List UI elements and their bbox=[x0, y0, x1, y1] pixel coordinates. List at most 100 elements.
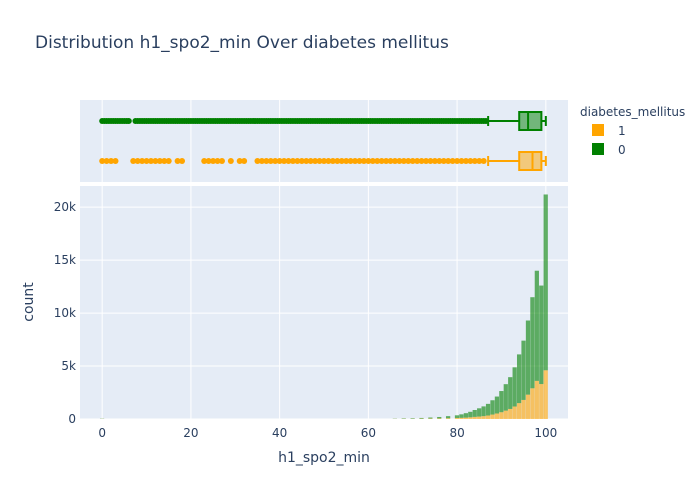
legend-item-series-1[interactable]: 1 bbox=[592, 124, 626, 138]
histogram-bar-series-1 bbox=[485, 415, 491, 419]
histogram-bar-series-1 bbox=[539, 384, 544, 419]
histogram-bar-series-1 bbox=[481, 416, 486, 419]
box-outlier-point-series-1 bbox=[329, 158, 336, 164]
box-outlier-point-series-1 bbox=[210, 158, 217, 164]
histogram-bar-series-1 bbox=[468, 417, 473, 419]
box-outlier-point-series-1 bbox=[418, 158, 425, 164]
box-outlier-point-series-1 bbox=[391, 158, 398, 164]
histogram-bar-series-0 bbox=[446, 416, 451, 419]
box-outlier-point-series-1 bbox=[414, 158, 421, 164]
box-outlier-point-series-1 bbox=[462, 158, 469, 164]
legend-item-series-0[interactable]: 0 bbox=[592, 143, 626, 157]
histogram-bar-series-0 bbox=[494, 396, 500, 414]
legend-swatch bbox=[592, 143, 604, 155]
box-outlier-point-series-1 bbox=[338, 158, 345, 164]
box-outlier-point-series-1 bbox=[400, 158, 407, 164]
x-tick-label: 100 bbox=[534, 426, 557, 440]
box-plot-area bbox=[80, 100, 568, 182]
box-outlier-point-series-1 bbox=[294, 158, 301, 164]
box-outlier-point-series-1 bbox=[343, 158, 350, 164]
box-outlier-point-series-1 bbox=[356, 158, 363, 164]
box-outlier-point-series-1 bbox=[480, 158, 487, 164]
legend-label: 1 bbox=[618, 124, 626, 138]
box-outlier-point-series-1 bbox=[263, 158, 270, 164]
x-tick-label: 0 bbox=[98, 426, 106, 440]
histogram-bar-series-0 bbox=[472, 409, 477, 417]
box-outlier-point-series-1 bbox=[165, 158, 172, 164]
box-outlier-point-series-1 bbox=[440, 158, 447, 164]
box-outlier-point-series-1 bbox=[396, 158, 403, 164]
histogram-bar-series-1 bbox=[499, 412, 504, 419]
histogram-bar-series-1 bbox=[534, 380, 539, 419]
x-tick-label: 60 bbox=[361, 426, 376, 440]
x-tick-label: 40 bbox=[272, 426, 287, 440]
box-outlier-point-series-1 bbox=[143, 158, 150, 164]
box-outlier-point-series-1 bbox=[152, 158, 159, 164]
box-outlier-point-series-1 bbox=[436, 158, 443, 164]
histogram-bar-series-1 bbox=[525, 394, 531, 419]
histogram-bar-series-1 bbox=[543, 370, 548, 419]
box-outlier-point-series-1 bbox=[258, 158, 265, 164]
box-outlier-point-series-1 bbox=[352, 158, 359, 164]
box-outlier-point-series-1 bbox=[236, 158, 243, 164]
y-tick-label: 5k bbox=[61, 359, 76, 373]
histogram-bar-series-1 bbox=[512, 406, 517, 419]
box-outlier-point-series-1 bbox=[409, 158, 416, 164]
box-outlier-point-series-1 bbox=[298, 158, 305, 164]
legend-title: diabetes_mellitus bbox=[580, 105, 685, 119]
box-outlier-point-series-1 bbox=[156, 158, 163, 164]
box-outlier-point-series-1 bbox=[360, 158, 367, 164]
histogram-bar-series-0 bbox=[530, 297, 535, 389]
box-outlier-point-series-1 bbox=[471, 158, 478, 164]
box-iqr-series-0 bbox=[518, 111, 543, 131]
box-outlier-point-series-1 bbox=[476, 158, 483, 164]
box-outlier-point-series-1 bbox=[374, 158, 381, 164]
box-outlier-point-series-1 bbox=[449, 158, 456, 164]
histogram-bar-series-0 bbox=[490, 400, 495, 415]
histogram-bar-series-0 bbox=[521, 340, 526, 400]
histogram-bar-series-0 bbox=[437, 416, 442, 419]
box-outlier-point-series-1 bbox=[405, 158, 412, 164]
histogram-bar-series-0 bbox=[463, 413, 468, 418]
histogram-bar-series-1 bbox=[459, 417, 464, 419]
histogram-bar-series-0 bbox=[534, 270, 539, 381]
histogram-bar-series-1 bbox=[472, 416, 477, 419]
box-outlier-point-series-1 bbox=[112, 158, 119, 164]
box-outlier-point-series-1 bbox=[161, 158, 168, 164]
box-outlier-point-series-1 bbox=[108, 158, 115, 164]
histogram-bar-series-1 bbox=[494, 413, 500, 419]
box-outlier-point-series-1 bbox=[334, 158, 341, 164]
histogram-bar-series-0 bbox=[508, 377, 513, 409]
y-tick-label: 15k bbox=[54, 253, 76, 267]
box-outlier-point-series-0 bbox=[125, 118, 132, 124]
box-outlier-point-series-1 bbox=[312, 158, 319, 164]
histogram-bar-series-1 bbox=[530, 388, 535, 419]
box-outlier-point-series-1 bbox=[347, 158, 354, 164]
box-outlier-point-series-1 bbox=[285, 158, 292, 164]
box-outlier-point-series-1 bbox=[454, 158, 461, 164]
box-outlier-point-series-1 bbox=[241, 158, 248, 164]
box-outlier-point-series-1 bbox=[254, 158, 261, 164]
box-outlier-point-series-1 bbox=[227, 158, 234, 164]
histogram-bar-series-0 bbox=[499, 391, 504, 413]
box-outlier-point-series-1 bbox=[147, 158, 154, 164]
box-outlier-point-series-1 bbox=[134, 158, 141, 164]
histogram-bar-series-0 bbox=[485, 403, 491, 416]
x-tick-label: 80 bbox=[449, 426, 464, 440]
histogram-bar-series-1 bbox=[490, 414, 495, 419]
histogram-bar-series-0 bbox=[503, 384, 508, 411]
histogram-bar-series-0 bbox=[468, 411, 473, 418]
x-axis-title: h1_spo2_min bbox=[278, 450, 370, 466]
box-outlier-point-series-1 bbox=[431, 158, 438, 164]
y-tick-label: 20k bbox=[54, 200, 76, 214]
histogram-bar-series-0 bbox=[419, 417, 424, 419]
histogram-bar-series-0 bbox=[525, 320, 531, 395]
box-outlier-point-series-1 bbox=[383, 158, 390, 164]
histogram-bar-series-1 bbox=[454, 418, 460, 419]
box-outlier-point-series-1 bbox=[445, 158, 452, 164]
box-outlier-point-series-1 bbox=[174, 158, 181, 164]
histogram-bar-series-0 bbox=[539, 285, 544, 385]
box-outlier-point-series-1 bbox=[321, 158, 327, 164]
histogram-bar-series-0 bbox=[543, 194, 548, 371]
